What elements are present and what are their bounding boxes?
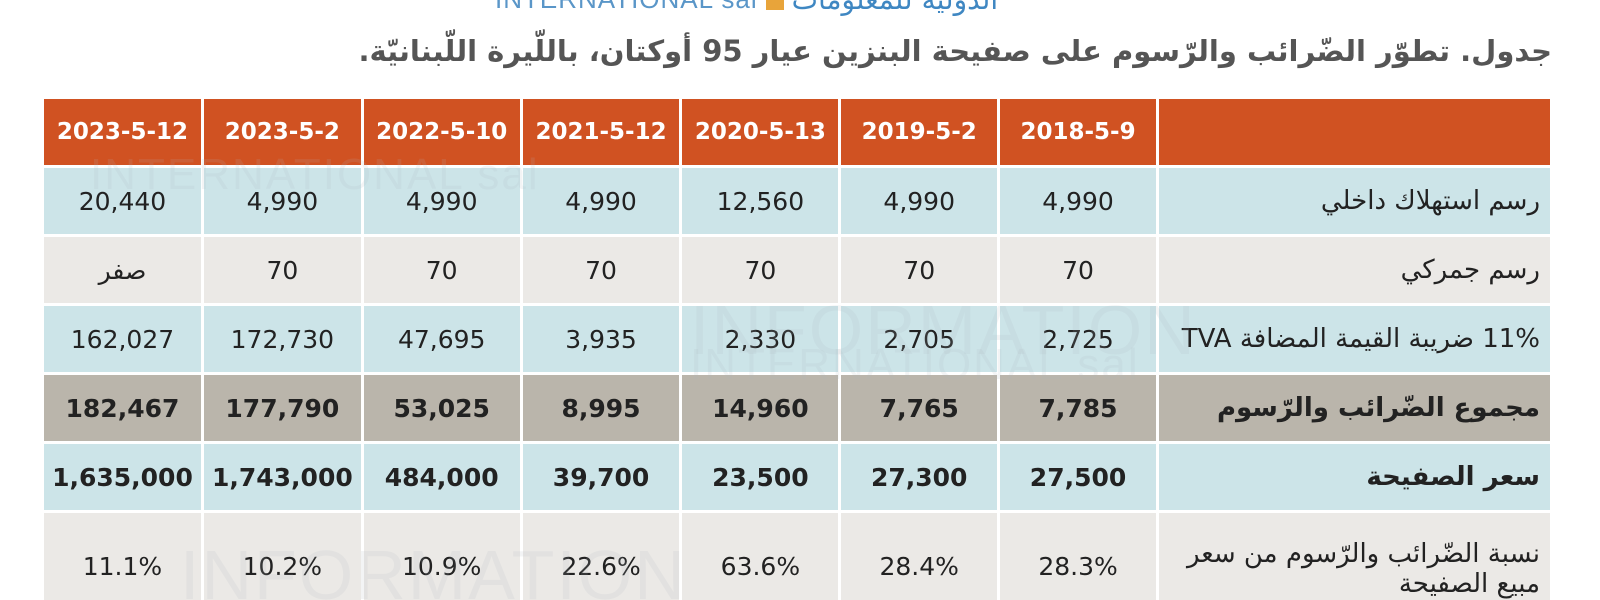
table-cell: 22.6% (519, 510, 683, 600)
fuel-tax-table: 2018-5-9 2019-5-2 2020-5-13 2021-5-12 20… (41, 96, 1554, 600)
logo-arabic-text: الدولية للمعلومات (792, 0, 999, 16)
table-cell: 4,990 (200, 165, 364, 237)
table-cell: 1,635,000 (41, 441, 204, 513)
table-cell: 63.6% (679, 510, 842, 600)
table-cell: 8,995 (519, 372, 683, 444)
table-cell: صفر (41, 234, 204, 306)
table-cell: 27,300 (838, 441, 1001, 513)
header-cell-date: 2021-5-12 (519, 96, 683, 168)
table-cell: 484,000 (360, 441, 523, 513)
table-cell: 182,467 (41, 372, 204, 444)
table-row-total: مجموع الضّرائب والرّسوم 7,785 7,765 14,9… (41, 372, 1554, 444)
logo-latin-text: INTERNATIONAL sal (495, 0, 758, 15)
table-cell: 7,765 (838, 372, 1001, 444)
header-cell-date: 2023-5-2 (200, 96, 364, 168)
row-label: سعر الصفيحة (1155, 441, 1554, 513)
table-cell: 20,440 (41, 165, 204, 237)
table-cell: 23,500 (679, 441, 842, 513)
table-row-price: سعر الصفيحة 27,500 27,300 23,500 39,700 … (41, 441, 1554, 513)
header-cell-date: 2020-5-13 (679, 96, 842, 168)
header-row: 2018-5-9 2019-5-2 2020-5-13 2021-5-12 20… (41, 96, 1554, 168)
table-cell: 28.4% (838, 510, 1001, 600)
table-cell: 4,990 (360, 165, 523, 237)
logo-mark-icon (765, 0, 784, 10)
header-cell-date: 2019-5-2 (838, 96, 1001, 168)
table-cell: 4,990 (997, 165, 1159, 237)
table-cell: 70 (360, 234, 523, 306)
table-cell: 70 (838, 234, 1001, 306)
header-cell-date: 2018-5-9 (997, 96, 1159, 168)
table-cell: 12,560 (679, 165, 842, 237)
table-cell: 14,960 (679, 372, 842, 444)
row-label: مجموع الضّرائب والرّسوم (1155, 372, 1554, 444)
table-cell: 4,990 (519, 165, 683, 237)
table-cell: 172,730 (200, 303, 364, 375)
table-cell: 70 (997, 234, 1159, 306)
table-cell: 70 (200, 234, 364, 306)
table-title: جدول. تطوّر الضّرائب والرّسوم على صفيحة … (358, 34, 1552, 68)
brand-logo: INTERNATIONAL sal الدولية للمعلومات (495, 0, 998, 16)
row-label: نسبة الضّرائب والرّسوم من سعر مبيع الصفي… (1155, 510, 1554, 600)
row-label: رسم استهلاك داخلي (1155, 165, 1554, 237)
table-cell: 1,743,000 (200, 441, 364, 513)
table-cell: 70 (679, 234, 842, 306)
table-cell: 162,027 (41, 303, 204, 375)
table-cell: 53,025 (360, 372, 523, 444)
header-cell-date: 2022-5-10 (360, 96, 523, 168)
header-cell-label (1155, 96, 1554, 168)
row-label: رسم جمركي (1155, 234, 1554, 306)
table-cell: 4,990 (838, 165, 1001, 237)
table-cell: 70 (519, 234, 683, 306)
table-row: نسبة الضّرائب والرّسوم من سعر مبيع الصفي… (41, 510, 1554, 600)
table-cell: 7,785 (997, 372, 1159, 444)
table-cell: 27,500 (997, 441, 1159, 513)
table-row: رسم جمركي 70 70 70 70 70 70 صفر (41, 234, 1554, 306)
table-cell: 2,725 (997, 303, 1159, 375)
table-cell: 28.3% (997, 510, 1159, 600)
table-cell: 10.9% (360, 510, 523, 600)
table-cell: 2,330 (679, 303, 842, 375)
table-cell: 177,790 (200, 372, 364, 444)
table-row: رسم استهلاك داخلي 4,990 4,990 12,560 4,9… (41, 165, 1554, 237)
table-cell: 10.2% (200, 510, 364, 600)
table-cell: 2,705 (838, 303, 1001, 375)
table-cell: 39,700 (519, 441, 683, 513)
table-cell: 47,695 (360, 303, 523, 375)
table-cell: 3,935 (519, 303, 683, 375)
table-row: 11% ضريبة القيمة المضافة TVA 2,725 2,705… (41, 303, 1554, 375)
header-cell-date: 2023-5-12 (41, 96, 204, 168)
table-cell: 11.1% (41, 510, 204, 600)
row-label: 11% ضريبة القيمة المضافة TVA (1155, 303, 1554, 375)
